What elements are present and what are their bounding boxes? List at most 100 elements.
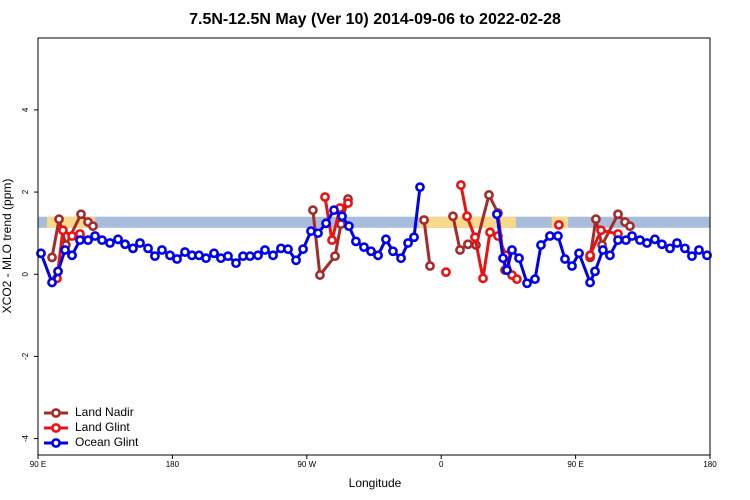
data-point	[502, 265, 512, 276]
data-point	[642, 238, 652, 248]
data-point	[560, 254, 570, 264]
data-point	[308, 205, 318, 216]
plot-layer	[36, 180, 712, 289]
data-point	[425, 261, 435, 271]
data-point	[172, 254, 182, 264]
y-tick-label: 4	[21, 107, 30, 112]
data-point	[680, 243, 690, 254]
data-point	[381, 234, 391, 245]
data-point	[75, 235, 85, 246]
data-point	[470, 232, 480, 243]
data-point	[627, 231, 637, 241]
x-tick-label: 90 E	[567, 460, 583, 469]
data-point	[514, 253, 524, 264]
data-point	[351, 236, 361, 247]
data-point	[590, 266, 600, 277]
data-point	[507, 245, 517, 255]
data-point	[245, 251, 255, 262]
legend-label: Land Nadir	[75, 405, 134, 419]
data-point	[512, 274, 522, 285]
data-point	[120, 239, 130, 250]
data-point	[553, 231, 563, 241]
legend-label: Land Glint	[75, 420, 130, 434]
series-line	[55, 184, 619, 281]
data-point	[657, 239, 667, 250]
data-point	[337, 211, 347, 222]
data-point	[545, 231, 555, 241]
y-tick-label: -4	[21, 434, 30, 442]
data-point	[157, 245, 167, 255]
data-point	[283, 244, 293, 255]
x-tick-label: 180	[166, 460, 180, 469]
data-point	[536, 240, 546, 250]
data-point	[330, 251, 340, 262]
data-point	[613, 235, 623, 246]
data-point	[344, 221, 354, 232]
data-point	[313, 228, 323, 239]
data-point	[105, 238, 115, 248]
data-point	[585, 277, 595, 288]
data-point	[327, 235, 337, 246]
data-point	[60, 245, 70, 255]
data-point	[47, 277, 57, 288]
data-point	[298, 244, 308, 255]
data-point	[649, 234, 660, 245]
data-point	[478, 273, 488, 284]
data-point	[687, 251, 697, 262]
data-point	[415, 182, 425, 193]
data-point	[67, 231, 77, 241]
band-highlight	[46, 216, 95, 228]
data-point	[359, 242, 369, 253]
data-point	[441, 267, 451, 278]
data-point	[260, 245, 270, 255]
legend-marker	[51, 408, 61, 418]
data-point	[83, 235, 93, 246]
data-point	[150, 251, 160, 262]
data-point	[463, 239, 473, 250]
data-point	[492, 209, 502, 220]
data-point	[596, 225, 606, 236]
x-tick-label: 180	[703, 460, 717, 469]
data-point	[605, 250, 615, 261]
data-point	[143, 243, 153, 254]
data-point	[522, 278, 532, 289]
data-point	[567, 261, 577, 271]
plot-frame	[37, 37, 711, 456]
data-point	[223, 251, 233, 262]
data-point	[343, 198, 353, 209]
data-point	[591, 214, 601, 225]
data-point	[336, 219, 346, 230]
legend-label: Ocean Glint	[75, 435, 139, 449]
data-point	[403, 238, 413, 248]
data-point	[419, 215, 429, 225]
data-point	[456, 180, 466, 190]
data-point	[76, 209, 86, 220]
band-highlight	[418, 216, 516, 228]
data-point	[448, 211, 458, 222]
data-point	[366, 246, 376, 257]
data-point	[315, 270, 325, 280]
data-point	[54, 214, 64, 225]
x-tick-label: 0	[439, 460, 444, 469]
y-tick-label: 0	[21, 271, 30, 276]
data-point	[702, 250, 712, 261]
x-axis-label: Longitude	[349, 476, 402, 490]
data-point	[209, 248, 219, 259]
data-point	[585, 250, 595, 261]
data-point	[530, 274, 540, 285]
data-point	[113, 234, 123, 245]
data-point	[598, 245, 608, 255]
x-tick-label: 90 E	[30, 460, 46, 469]
data-point	[498, 253, 508, 264]
data-point	[321, 218, 331, 229]
data-point	[47, 252, 57, 263]
data-point	[455, 245, 465, 255]
y-tick-label: -2	[21, 352, 30, 360]
data-point	[320, 192, 330, 202]
legend-marker	[51, 423, 61, 433]
data-point	[462, 211, 472, 222]
data-point	[613, 209, 623, 220]
data-point	[485, 227, 495, 238]
data-point	[396, 253, 406, 264]
